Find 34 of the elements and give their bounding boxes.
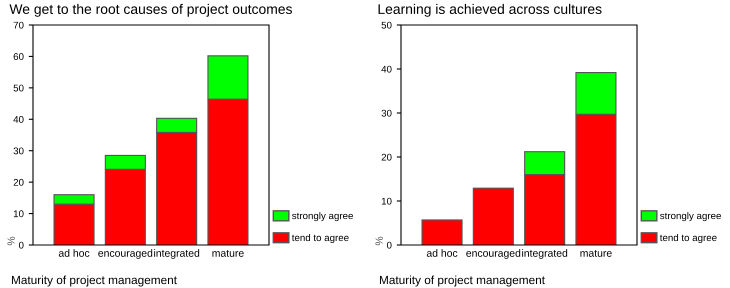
x-axis-title: Maturity of project management bbox=[380, 275, 545, 287]
x-tick-label: integrated bbox=[154, 249, 200, 259]
chart-title: We get to the root causes of project outcomes bbox=[9, 4, 292, 17]
x-axis-title: Maturity of project management bbox=[12, 275, 177, 287]
y-tick-label: 0 bbox=[18, 242, 24, 249]
x-tick-label: integrated bbox=[522, 249, 568, 259]
y-tick-label: 40 bbox=[13, 116, 24, 123]
x-tick-label: encouraged bbox=[466, 249, 520, 259]
bar bbox=[472, 188, 514, 245]
y-tick-label: 10 bbox=[382, 198, 392, 205]
y-tick-label: 50 bbox=[382, 22, 392, 29]
y-axis-title: % bbox=[7, 236, 15, 246]
x-tick-label: mature bbox=[580, 250, 612, 257]
x-tick-label: ad hoc bbox=[58, 249, 90, 257]
y-tick-label: 20 bbox=[14, 178, 24, 186]
bar bbox=[421, 219, 463, 245]
y-tick-label: 10 bbox=[14, 210, 24, 218]
legend-label: strongly agree bbox=[292, 212, 353, 222]
y-tick-label: 20 bbox=[382, 154, 392, 161]
x-tick-label: mature bbox=[212, 250, 244, 257]
y-axis-title: % bbox=[375, 236, 383, 246]
chart-title: Learning is achieved across cultures bbox=[378, 4, 602, 17]
y-tick-label: 50 bbox=[14, 84, 24, 92]
y-tick-label: 30 bbox=[382, 110, 392, 117]
y-tick-label: 60 bbox=[14, 53, 24, 60]
legend-label: tend to agree bbox=[292, 234, 349, 244]
legend-label: tend to agree bbox=[660, 234, 717, 244]
y-tick-label: 70 bbox=[14, 22, 24, 29]
y-tick-label: 0 bbox=[386, 242, 392, 249]
y-tick-label: 40 bbox=[381, 66, 392, 73]
x-tick-label: encouraged bbox=[98, 249, 152, 259]
x-tick-label: ad hoc bbox=[426, 249, 458, 257]
legend-label: strongly agree bbox=[660, 212, 721, 222]
y-tick-label: 30 bbox=[14, 147, 24, 154]
